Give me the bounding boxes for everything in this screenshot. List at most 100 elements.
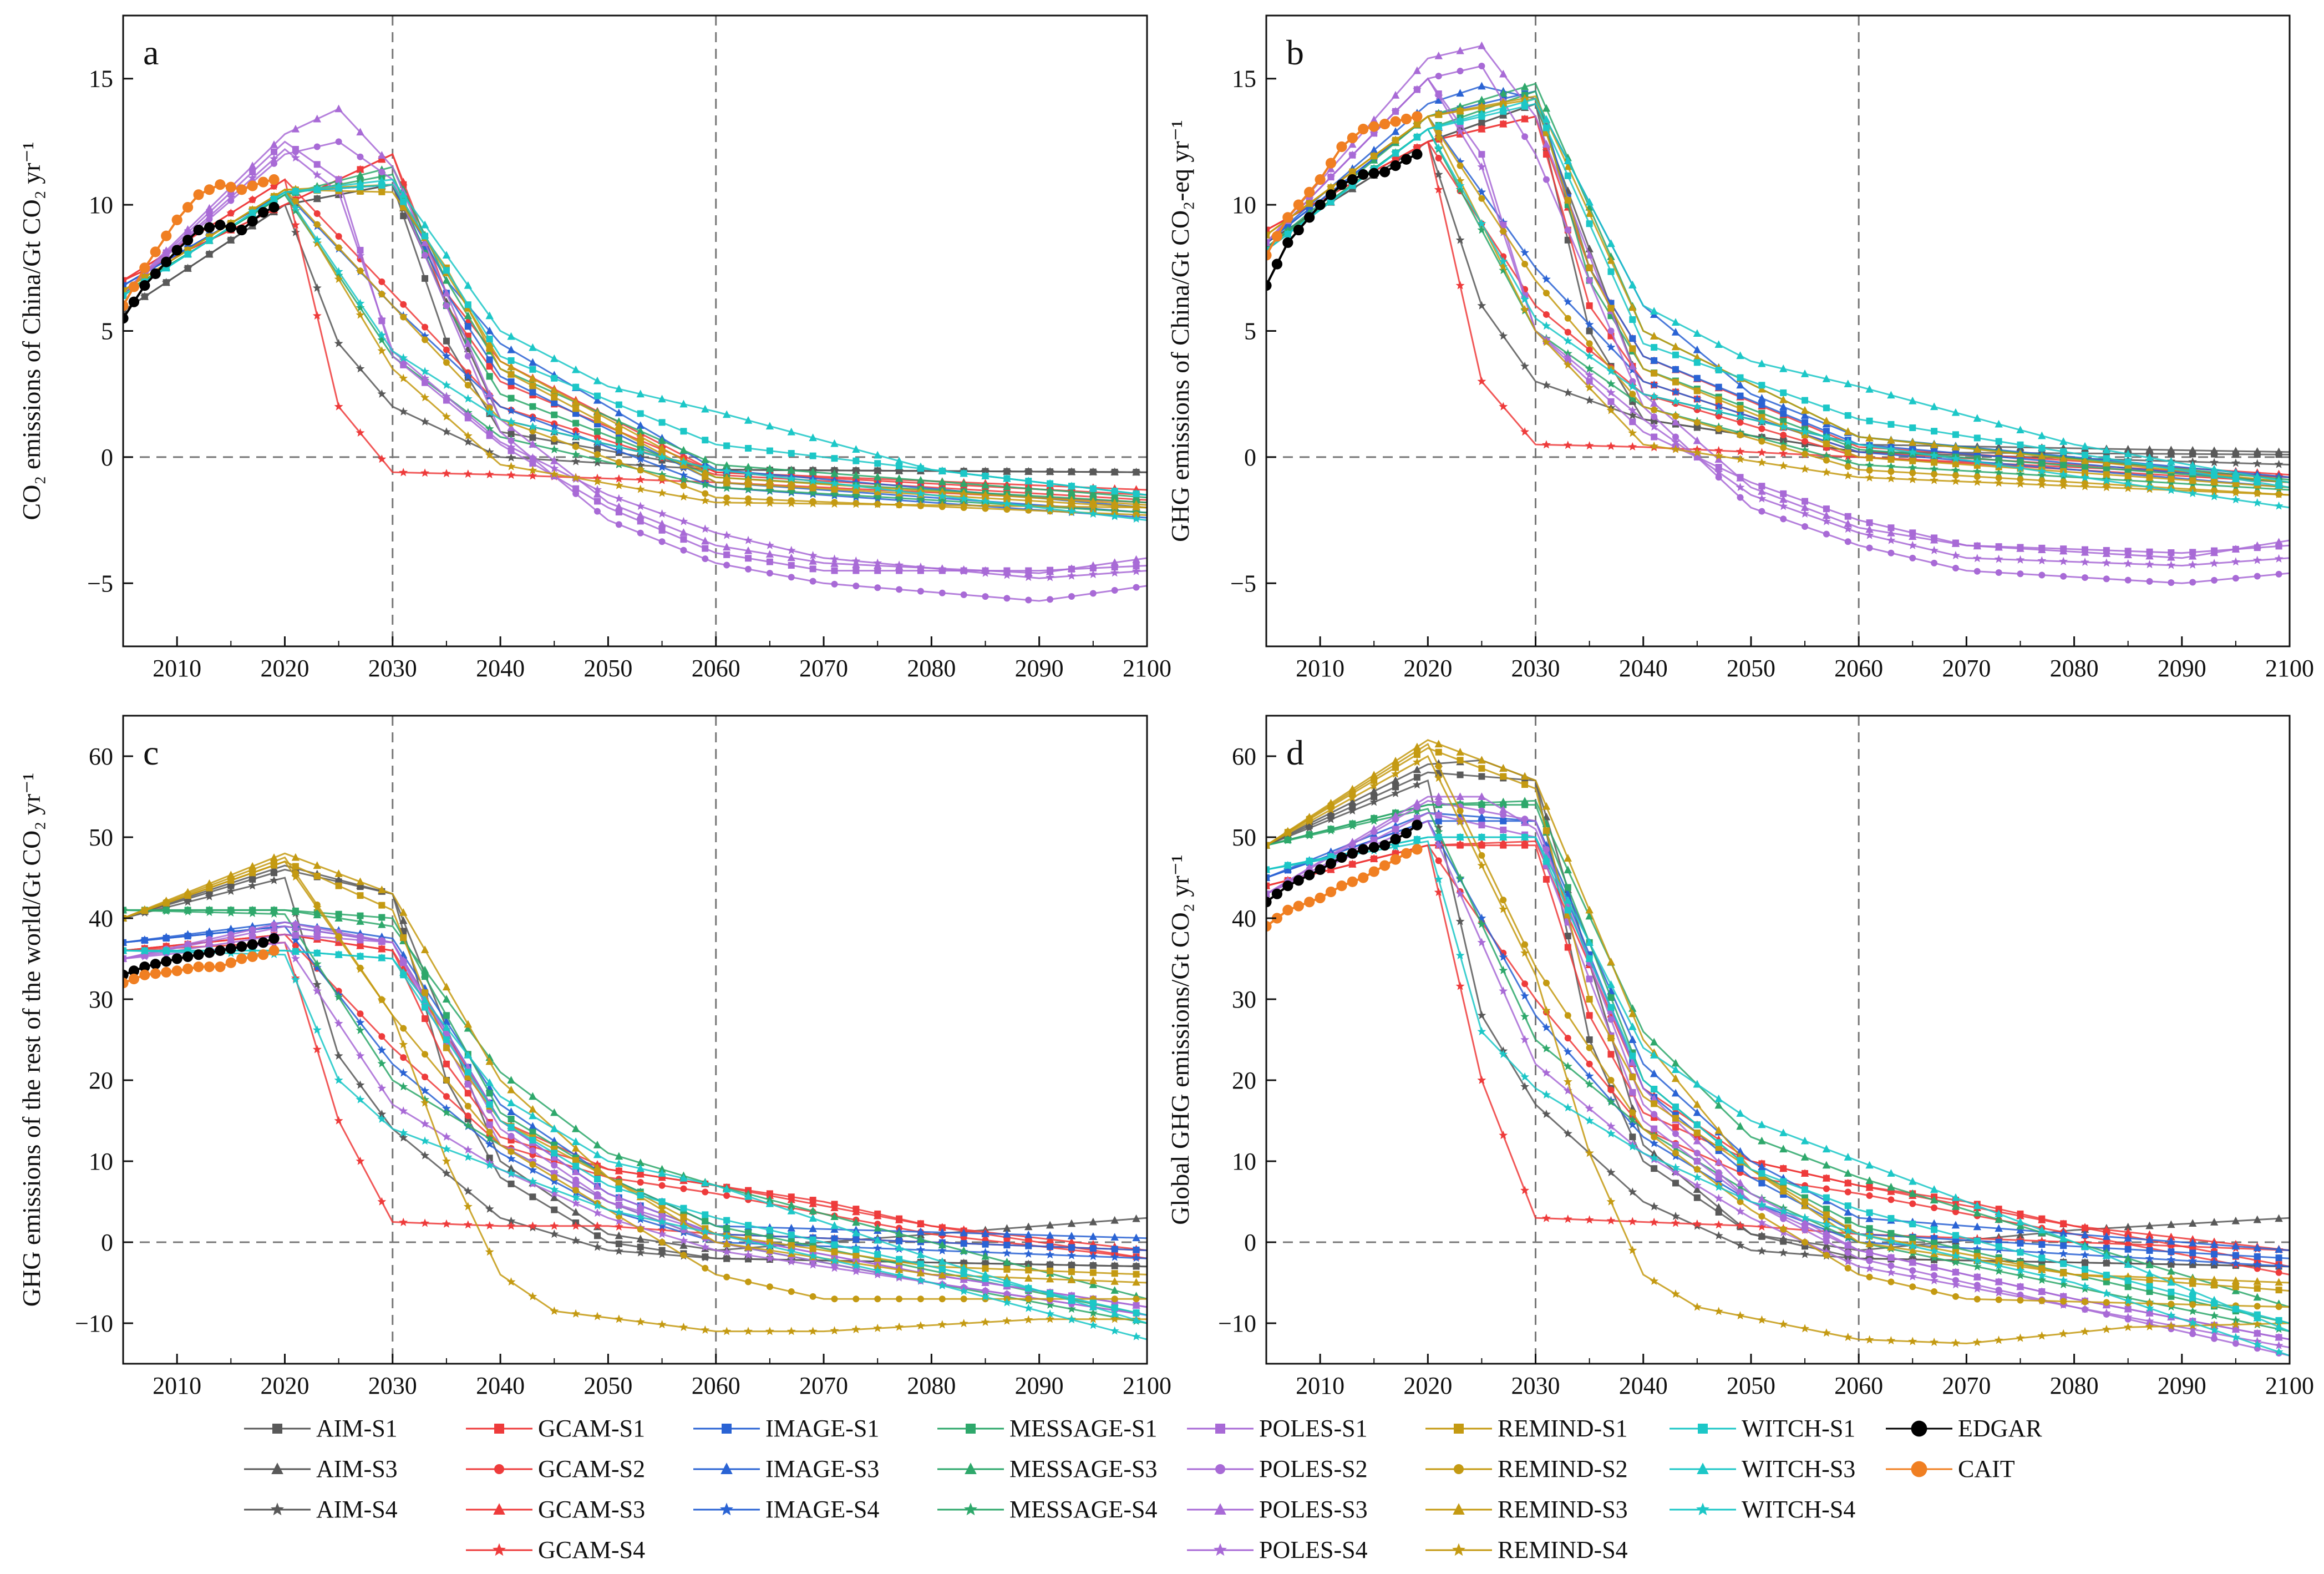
star-marker bbox=[506, 442, 516, 451]
star-marker bbox=[248, 195, 257, 204]
circle-marker bbox=[150, 968, 161, 979]
star-marker bbox=[1067, 1260, 1076, 1269]
triangle-marker bbox=[1434, 110, 1443, 118]
star-marker bbox=[636, 475, 645, 484]
triangle-marker bbox=[248, 161, 257, 170]
triangle-marker bbox=[1499, 805, 1508, 813]
square-marker bbox=[896, 1237, 903, 1244]
circle-marker bbox=[182, 235, 194, 246]
triangle-marker bbox=[485, 1057, 494, 1065]
star-marker bbox=[1736, 1182, 1745, 1191]
dot-marker bbox=[313, 210, 321, 217]
star-marker bbox=[2123, 1239, 2133, 1248]
star-marker bbox=[2016, 463, 2025, 472]
triangle-marker bbox=[938, 1271, 946, 1279]
triangle-marker bbox=[1758, 1195, 1766, 1203]
star-marker bbox=[1930, 475, 1939, 484]
star-marker bbox=[1563, 352, 1572, 361]
triangle-marker bbox=[830, 1203, 839, 1211]
star-marker bbox=[571, 1198, 581, 1207]
triangle-marker bbox=[852, 560, 860, 568]
dot-marker bbox=[2168, 1300, 2175, 1308]
square-marker bbox=[2168, 549, 2175, 556]
square-marker bbox=[2232, 1252, 2239, 1259]
triangle-marker bbox=[2145, 1221, 2154, 1229]
square-marker bbox=[529, 403, 536, 410]
circle-marker bbox=[1293, 199, 1304, 210]
triangle-marker bbox=[464, 311, 473, 320]
star-marker bbox=[1843, 437, 1853, 446]
star-marker bbox=[722, 530, 732, 539]
star-marker bbox=[657, 1320, 667, 1329]
star-marker bbox=[1757, 1218, 1767, 1227]
star-marker bbox=[377, 335, 387, 344]
star-marker bbox=[1348, 167, 1357, 176]
triangle-marker bbox=[1758, 359, 1766, 367]
star-marker bbox=[1499, 952, 1508, 961]
dot-marker bbox=[313, 221, 321, 228]
triangle-marker bbox=[916, 1268, 925, 1277]
dot-marker bbox=[1844, 1264, 1851, 1272]
star-marker bbox=[123, 291, 128, 300]
square-marker bbox=[2103, 471, 2110, 478]
triangle-marker bbox=[658, 1169, 666, 1177]
triangle-marker bbox=[1930, 1196, 1939, 1204]
triangle-marker bbox=[1478, 41, 1486, 49]
square-marker bbox=[1586, 1012, 1593, 1019]
square-marker bbox=[702, 437, 709, 444]
triangle-marker bbox=[1779, 402, 1788, 411]
square-marker bbox=[831, 455, 838, 462]
star-marker bbox=[485, 408, 494, 417]
square-marker bbox=[572, 1157, 580, 1164]
square-marker bbox=[637, 410, 644, 417]
star-marker bbox=[1305, 823, 1314, 832]
triangle-marker bbox=[1456, 89, 1464, 97]
star-marker bbox=[916, 1276, 925, 1284]
triangle-marker bbox=[1391, 90, 1400, 99]
star-marker bbox=[851, 1267, 861, 1276]
square-marker bbox=[831, 1235, 838, 1242]
star-marker bbox=[1563, 336, 1572, 345]
star-marker bbox=[851, 1324, 861, 1334]
triangle-marker bbox=[1995, 1209, 2003, 1217]
square-marker bbox=[2168, 1248, 2175, 1256]
star-marker bbox=[1455, 281, 1465, 290]
triangle-marker bbox=[356, 128, 364, 136]
star-marker bbox=[1477, 188, 1486, 196]
star-marker bbox=[1283, 221, 1292, 230]
series-message-s3 bbox=[1266, 82, 2290, 482]
triangle-marker bbox=[334, 950, 343, 958]
dot-marker bbox=[357, 1010, 364, 1018]
star-marker bbox=[1477, 162, 1486, 171]
star-marker bbox=[873, 558, 882, 567]
dot-marker bbox=[551, 1174, 558, 1181]
circle-marker bbox=[1379, 166, 1391, 178]
dot-marker bbox=[1715, 474, 1722, 481]
square-marker bbox=[658, 527, 666, 534]
dot-marker bbox=[766, 570, 773, 577]
square-marker bbox=[1607, 1051, 1615, 1058]
star-marker bbox=[873, 465, 882, 475]
star-marker bbox=[1886, 535, 1896, 544]
series-line bbox=[1266, 65, 2290, 584]
series-line bbox=[123, 933, 1147, 1308]
dot-marker bbox=[1866, 1273, 1873, 1281]
series-edgar bbox=[1266, 149, 1423, 291]
star-marker bbox=[1628, 406, 1637, 414]
star-marker bbox=[123, 938, 128, 947]
star-marker bbox=[2016, 1271, 2025, 1279]
triangle-marker bbox=[2231, 1276, 2240, 1284]
star-marker bbox=[1843, 470, 1853, 480]
star-marker bbox=[1563, 441, 1572, 449]
triangle-marker bbox=[1822, 511, 1831, 519]
star-marker bbox=[161, 933, 171, 942]
dot-marker bbox=[2103, 1299, 2110, 1306]
star-marker bbox=[312, 963, 322, 971]
circle-marker bbox=[193, 224, 204, 236]
triangle-marker bbox=[787, 466, 795, 474]
star-marker bbox=[1369, 151, 1379, 160]
square-marker bbox=[1629, 1089, 1636, 1096]
square-marker bbox=[723, 551, 730, 558]
square-marker bbox=[508, 1116, 515, 1123]
triangle-marker bbox=[593, 1150, 602, 1158]
